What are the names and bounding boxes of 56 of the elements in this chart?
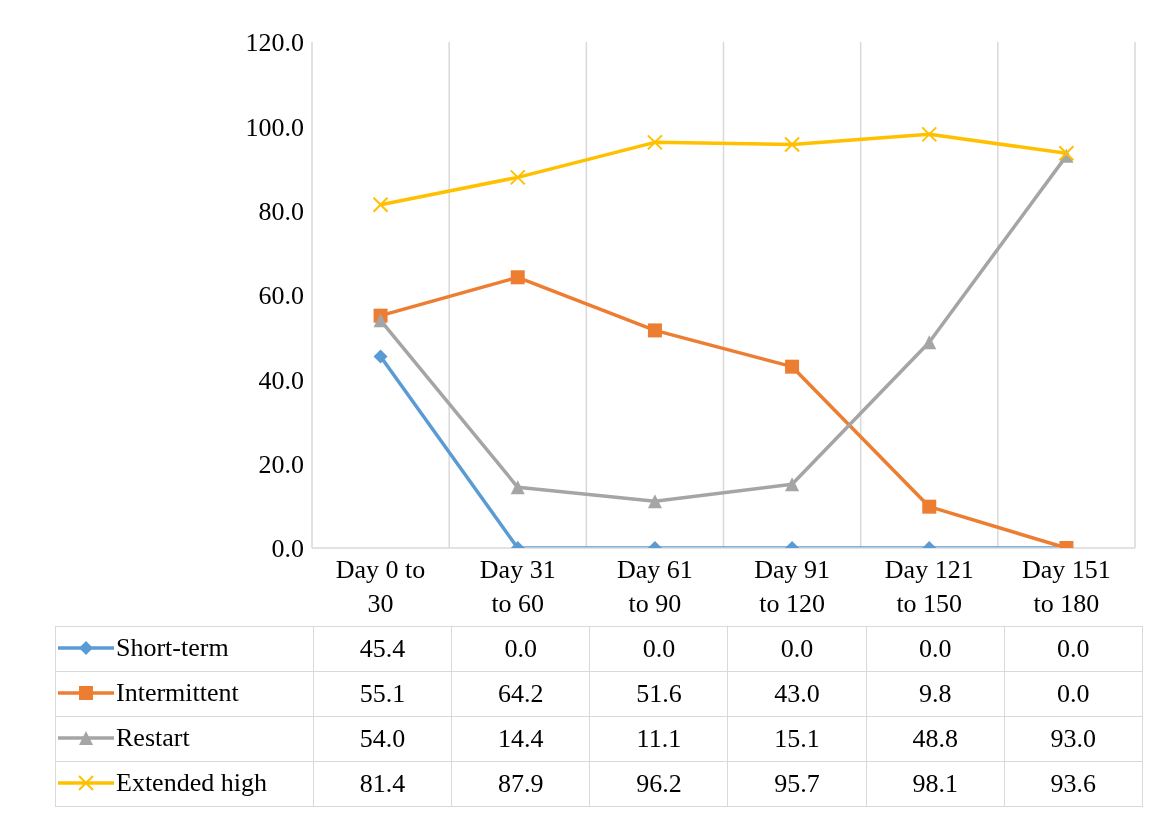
x-tick-label: Day 151 to 180: [1022, 555, 1111, 618]
data-label: 15.1: [727, 716, 867, 762]
point: [785, 477, 800, 492]
x-tick-label: Day 31 to 60: [479, 555, 556, 618]
data-label: 93.6: [1004, 761, 1143, 807]
point: [922, 499, 937, 514]
data-label: 0.0: [451, 626, 590, 672]
data-label: 48.8: [866, 716, 1005, 762]
data-label: 43.0: [727, 671, 867, 717]
point: [509, 169, 526, 186]
point: [785, 359, 800, 374]
point: [646, 134, 663, 151]
point: [921, 126, 938, 143]
data-label: 55.1: [313, 671, 452, 717]
data-label: 96.2: [589, 761, 728, 807]
data-label: 95.7: [727, 761, 867, 807]
data-label: 45.4: [313, 626, 452, 672]
x-tick-label: Day 91 to 120: [754, 555, 830, 618]
data-label: 11.1: [589, 716, 728, 762]
point: [647, 323, 662, 338]
data-label: 0.0: [589, 626, 728, 672]
y-tick-label: 100.0: [245, 112, 304, 142]
x-tick-label: Day 121 to 150: [884, 555, 974, 618]
point: [784, 136, 801, 153]
data-label: 81.4: [313, 761, 452, 807]
data-label: 9.8: [866, 671, 1005, 717]
legend-label: Extended high: [116, 768, 267, 798]
y-tick-label: 60.0: [258, 281, 304, 311]
point: [647, 494, 662, 509]
data-label: 87.9: [451, 761, 590, 807]
y-tick-label: 40.0: [258, 365, 304, 395]
y-tick-label: 80.0: [258, 196, 304, 226]
legend-label: Short-term: [116, 633, 229, 663]
data-label: 0.0: [866, 626, 1005, 672]
y-tick-label: 120.0: [245, 28, 304, 58]
data-label: 14.4: [451, 716, 590, 762]
data-label: 64.2: [451, 671, 590, 717]
data-label: 98.1: [866, 761, 1005, 807]
x-tick-label: Day 0 to 30: [335, 555, 426, 618]
point: [372, 196, 389, 213]
data-label: 51.6: [589, 671, 728, 717]
point: [373, 349, 388, 364]
point: [510, 480, 525, 495]
data-label: 0.0: [1004, 626, 1143, 672]
data-label: 93.0: [1004, 716, 1143, 762]
x-tick-label: Day 61 to 90: [617, 555, 693, 618]
legend-label: Intermittent: [116, 678, 239, 708]
point: [373, 313, 388, 328]
data-label: 0.0: [1004, 671, 1143, 717]
point: [510, 270, 525, 285]
y-tick-label: 0.0: [271, 534, 304, 564]
data-label: 54.0: [313, 716, 452, 762]
legend-label: Restart: [116, 723, 190, 753]
point: [922, 335, 937, 350]
y-tick-label: 20.0: [258, 449, 304, 479]
data-label: 0.0: [727, 626, 867, 672]
